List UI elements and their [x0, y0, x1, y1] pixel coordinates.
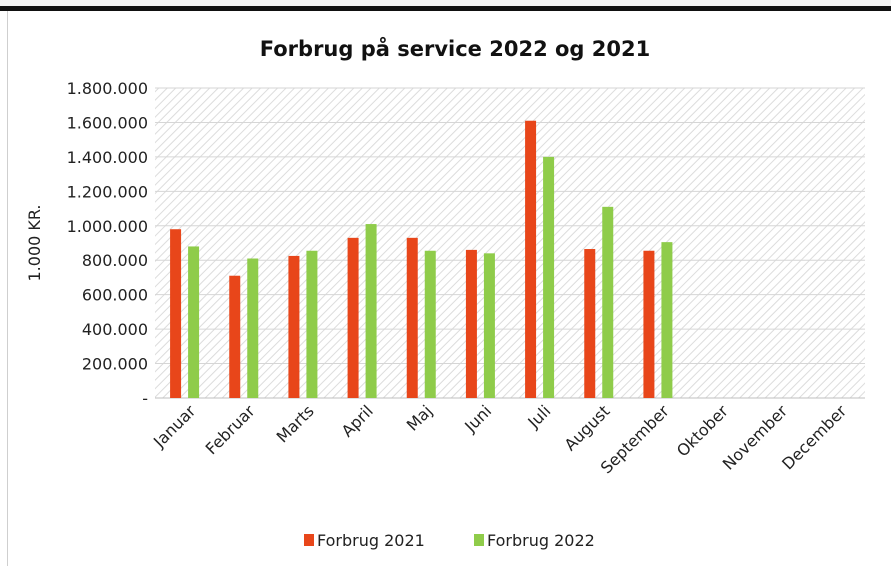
legend-label: Forbrug 2021	[317, 531, 425, 550]
chart-title: Forbrug på service 2022 og 2021	[260, 36, 650, 61]
top-strip	[0, 0, 891, 6]
bar-forbrug-2021	[406, 237, 418, 398]
bar-forbrug-2022	[543, 156, 555, 398]
left-border	[7, 11, 8, 566]
bar-forbrug-2022	[602, 206, 614, 398]
bar-forbrug-2022	[247, 258, 259, 398]
bar-forbrug-2021	[288, 255, 300, 398]
x-tick-label: Maj	[403, 401, 436, 434]
plot-area	[155, 88, 865, 398]
bar-forbrug-2021	[170, 229, 182, 398]
x-tick-label: Oktober	[673, 401, 732, 460]
x-tick-label: Marts	[273, 401, 318, 446]
y-tick-label: 1.800.000	[67, 79, 148, 98]
y-tick-label: 1.400.000	[67, 148, 148, 167]
y-tick-label: 1.200.000	[67, 182, 148, 201]
bar-forbrug-2021	[525, 120, 537, 398]
bar-forbrug-2022	[424, 250, 436, 398]
y-tick-label: 1.000.000	[67, 217, 148, 236]
bar-forbrug-2022	[365, 224, 377, 398]
x-tick-label: Januar	[149, 401, 200, 452]
y-tick-label: 600.000	[82, 286, 148, 305]
bar-forbrug-2021	[465, 249, 477, 398]
bar-forbrug-2021	[643, 250, 655, 398]
bar-forbrug-2022	[661, 242, 673, 398]
x-tick-label: Juli	[523, 401, 554, 432]
y-tick-label: 800.000	[82, 251, 148, 270]
x-tick-labels: Januar Februar Marts April Maj Juni Juli August…	[149, 401, 850, 477]
bar-forbrug-2021	[584, 249, 596, 398]
x-tick-label: August	[561, 401, 614, 454]
legend-swatch	[474, 534, 484, 546]
x-tick-label: April	[338, 401, 377, 440]
bar-forbrug-2022	[483, 253, 495, 398]
y-tick-labels: - 200.000 400.000 600.000 800.000 1.000.000 1.…	[67, 79, 148, 408]
bar-forbrug-2022	[188, 246, 200, 398]
x-tick-label: Februar	[202, 401, 259, 458]
gridlines	[155, 87, 865, 399]
x-tick-label: December	[778, 401, 850, 473]
legend: Forbrug 2021 Forbrug 2022	[304, 531, 595, 550]
bar-forbrug-2021	[347, 237, 359, 398]
bars	[170, 120, 673, 398]
y-tick-label: 200.000	[82, 355, 148, 374]
bar-forbrug-2021	[229, 275, 241, 398]
top-border	[0, 6, 891, 11]
legend-swatch	[304, 534, 314, 546]
y-axis-label: 1.000 KR.	[25, 204, 44, 281]
y-tick-label: -	[142, 389, 148, 408]
y-tick-label: 1.600.000	[67, 113, 148, 132]
bar-forbrug-2022	[306, 250, 318, 398]
x-tick-label: Juni	[460, 401, 495, 436]
y-tick-label: 400.000	[82, 320, 148, 339]
legend-label: Forbrug 2022	[487, 531, 595, 550]
